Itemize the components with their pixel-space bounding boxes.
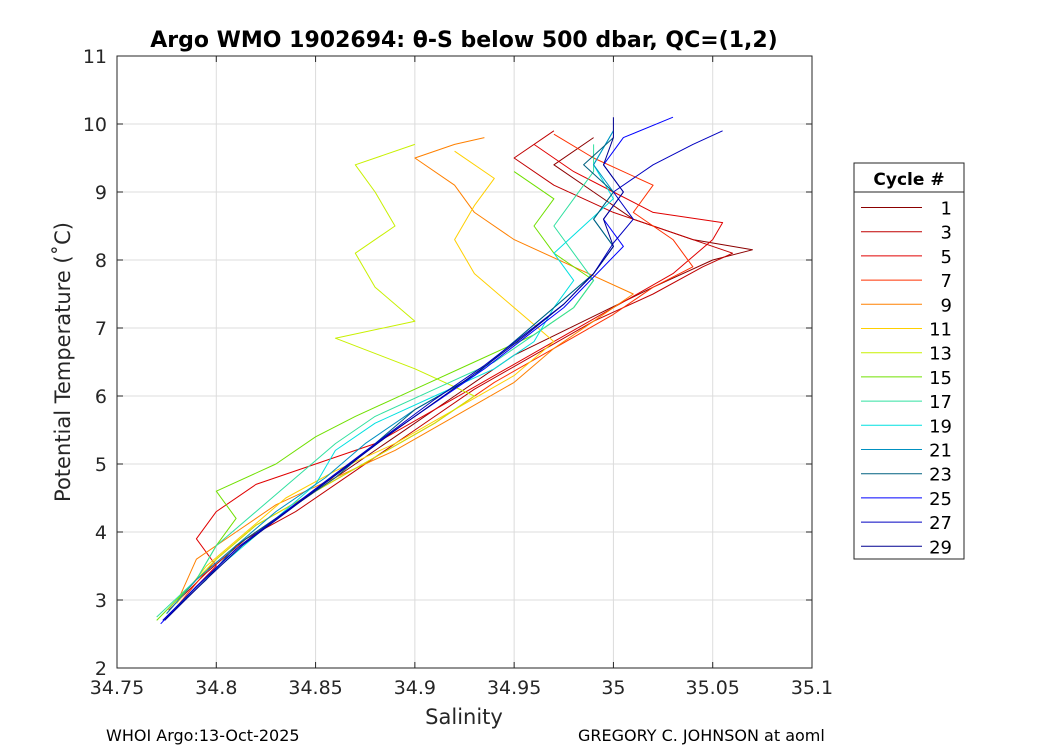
series-line-cycle-13 (176, 143, 475, 601)
series-line-cycle-23 (166, 137, 614, 618)
legend-label-cycle-29: 29 (929, 537, 952, 558)
y-tick-label: 2 (95, 658, 107, 680)
plot-frame (116, 55, 813, 669)
legend-label-cycle-7: 7 (941, 271, 952, 292)
y-tick-label: 6 (95, 386, 107, 408)
x-tick-label: 34.85 (288, 677, 342, 699)
series-line-cycle-17 (156, 144, 595, 618)
legend-box (853, 162, 965, 560)
legend-label-cycle-19: 19 (929, 416, 952, 437)
legend-label-cycle-27: 27 (929, 513, 952, 534)
series-line-cycle-5 (176, 143, 724, 608)
y-tick-label: 5 (95, 454, 107, 476)
series-line-cycle-29 (164, 117, 624, 621)
series-line-cycle-27 (162, 130, 723, 621)
x-tick-label: 34.8 (195, 677, 237, 699)
x-tick-label: 34.75 (90, 677, 144, 699)
legend-label-cycle-3: 3 (941, 223, 952, 244)
x-tick-label: 34.95 (487, 677, 541, 699)
footer-left: WHOI Argo:13-Oct-2025 (106, 726, 300, 745)
legend-label-cycle-9: 9 (941, 295, 952, 316)
x-tick-label: 35 (601, 677, 625, 699)
plot-background (117, 56, 812, 668)
y-tick-label: 3 (95, 590, 107, 612)
legend-label-cycle-25: 25 (929, 489, 952, 510)
series-line-cycle-9 (176, 137, 634, 604)
x-axis-label: Salinity (425, 705, 503, 729)
legend-label-cycle-23: 23 (929, 465, 952, 486)
grid-lines (117, 56, 812, 668)
legend-label-cycle-11: 11 (929, 320, 952, 341)
legend-label-cycle-5: 5 (941, 247, 952, 268)
series-line-cycle-15 (156, 171, 595, 621)
series-line-cycle-11 (176, 150, 555, 604)
legend-label-cycle-17: 17 (929, 392, 952, 413)
y-tick-label: 4 (95, 522, 107, 544)
y-axis-label: Potential Temperature (˚C) (51, 222, 75, 502)
legend-label-cycle-21: 21 (929, 441, 952, 462)
y-tick-label: 7 (95, 318, 107, 340)
y-tick-label: 9 (95, 182, 107, 204)
y-tick-label: 8 (95, 250, 107, 272)
y-axis-ticks: 2 3 4 5 6 7 8 9 10 11 (83, 46, 812, 680)
x-tick-label: 35.05 (686, 677, 740, 699)
x-tick-label: 35.1 (791, 677, 833, 699)
series-layer (156, 116, 753, 625)
legend-label-cycle-15: 15 (929, 368, 952, 389)
y-tick-label: 10 (83, 114, 107, 136)
legend-label-cycle-1: 1 (941, 199, 952, 220)
chart-title: Argo WMO 1902694: θ-S below 500 dbar, QC… (150, 28, 778, 53)
legend-label-cycle-13: 13 (929, 344, 952, 365)
x-tick-label: 34.9 (394, 677, 436, 699)
footer-right: GREGORY C. JOHNSON at aoml (578, 726, 825, 745)
y-tick-label: 11 (83, 46, 107, 68)
legend-title: Cycle # (873, 170, 944, 190)
x-axis-ticks: 34.75 34.8 34.85 34.9 34.95 35 35.05 35.1 (90, 56, 833, 699)
